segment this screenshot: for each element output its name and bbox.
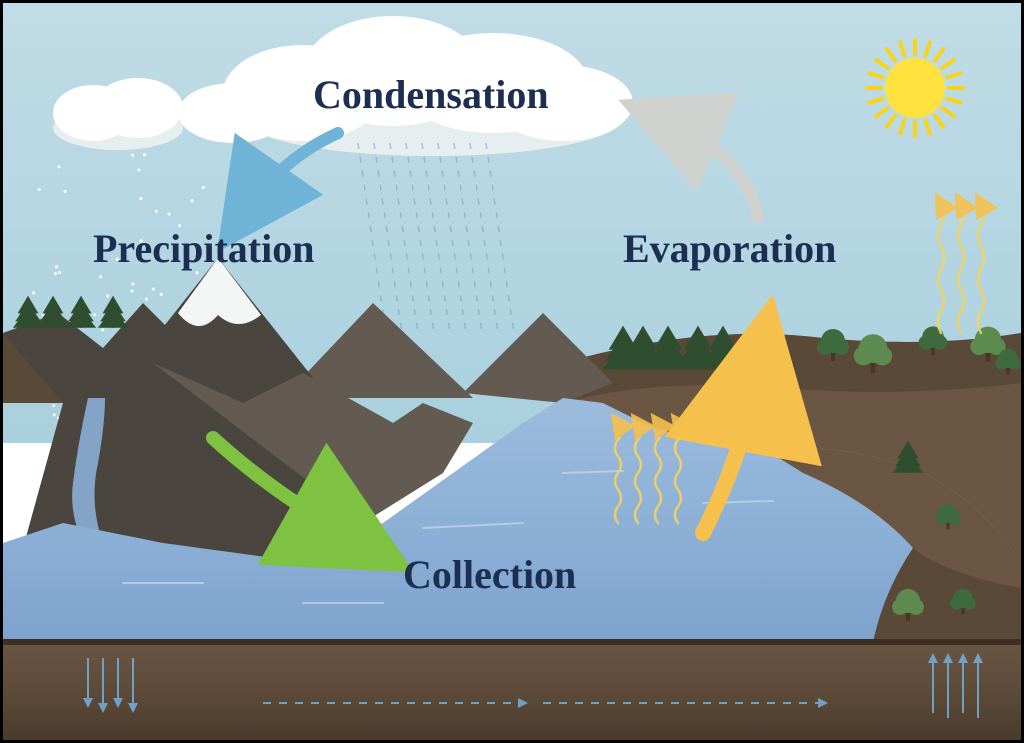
label-evaporation: Evaporation	[623, 225, 836, 272]
label-collection: Collection	[403, 551, 576, 598]
underground	[3, 639, 1021, 740]
label-condensation: Condensation	[313, 71, 549, 118]
label-precipitation: Precipitation	[93, 225, 314, 272]
ground-line	[3, 639, 1021, 645]
water-cycle-diagram: Condensation Precipitation Evaporation C…	[0, 0, 1024, 743]
